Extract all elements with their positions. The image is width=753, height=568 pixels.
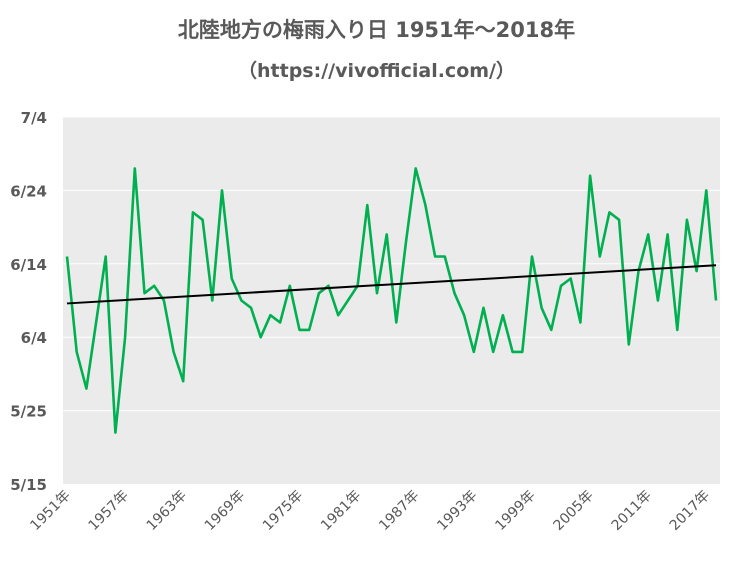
y-tick-label: 5/15	[10, 476, 47, 494]
x-tick-label: 1969年	[202, 488, 248, 534]
x-tick-label: 1957年	[86, 488, 132, 534]
y-tick-label: 6/24	[10, 182, 47, 200]
y-tick-label: 6/14	[10, 256, 47, 274]
x-tick-label: 1963年	[144, 488, 190, 534]
x-tick-label: 2005年	[550, 488, 596, 534]
x-tick-label: 1999年	[492, 488, 538, 534]
plot-area	[63, 117, 720, 484]
y-tick-label: 5/25	[10, 403, 47, 421]
series-line	[65, 167, 718, 434]
x-tick-label: 2011年	[609, 488, 655, 534]
trend-line	[66, 264, 717, 305]
y-tick-label: 7/4	[21, 109, 47, 127]
chart-title: 北陸地方の梅雨入り日 1951年～2018年	[177, 18, 576, 42]
x-tick-label: 1993年	[434, 488, 480, 534]
x-tick-label: 1951年	[27, 488, 73, 534]
x-tick-label: 2017年	[667, 488, 713, 534]
chart-subtitle: （https://vivofficial.com/）	[238, 60, 515, 82]
x-tick-label: 1975年	[260, 488, 306, 534]
x-tick-label: 1981年	[318, 488, 364, 534]
x-tick-label: 1987年	[376, 488, 422, 534]
y-tick-label: 6/4	[21, 329, 47, 347]
